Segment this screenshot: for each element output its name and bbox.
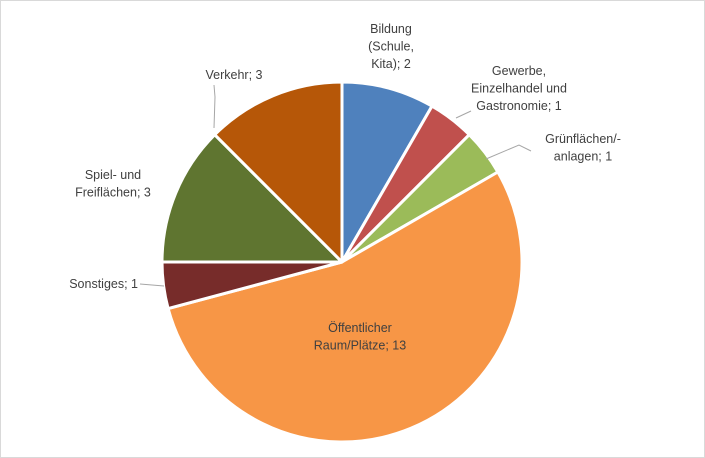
pie-slice-4	[166, 170, 524, 444]
data-label-line: Sonstiges; 1	[69, 277, 138, 291]
data-label-line: Kita); 2	[371, 57, 411, 71]
leader-line-3	[485, 144, 532, 160]
data-label-line: Gastronomie; 1	[476, 99, 562, 113]
data-label-4: Öffentlicher Raum/Plätze; 13	[314, 321, 406, 353]
slices-layer	[160, 80, 524, 444]
data-label-2: Gewerbe, Einzelhandel und Gastronomie; 1	[471, 64, 567, 113]
data-label-line: anlagen; 1	[554, 150, 612, 164]
data-label-line: Freiflächen; 3	[75, 186, 151, 200]
pie-slice-7	[213, 80, 344, 264]
data-label-line: Gewerbe,	[492, 64, 546, 78]
data-label-line: Verkehr; 3	[206, 68, 263, 82]
data-label-7: Verkehr; 3	[206, 68, 263, 82]
data-label-line: (Schule,	[368, 40, 414, 54]
pie-slice-6	[160, 133, 344, 264]
data-labels-layer: Bildung (Schule, Kita); 2 Gewerbe, Einzelhan…	[69, 22, 621, 353]
data-label-line: Grünflächen/-	[545, 132, 621, 146]
pie-slice-1	[340, 80, 434, 264]
data-label-line: Bildung	[370, 22, 412, 36]
leader-line-2	[455, 110, 472, 119]
data-label-5: Sonstiges; 1	[69, 277, 138, 291]
data-label-3: Grünflächen/- anlagen; 1	[545, 132, 621, 164]
data-label-line: Spiel- und	[85, 168, 141, 182]
leader-line-7	[213, 84, 216, 129]
data-label-line: Einzelhandel und	[471, 82, 567, 96]
data-label-1: Bildung (Schule, Kita); 2	[368, 22, 414, 71]
data-label-line: Öffentlicher	[328, 321, 392, 335]
leader-lines-layer	[139, 84, 532, 287]
leader-line-5	[139, 283, 165, 287]
data-label-6: Spiel- und Freiflächen; 3	[75, 168, 151, 200]
data-label-line: Raum/Plätze; 13	[314, 339, 406, 353]
